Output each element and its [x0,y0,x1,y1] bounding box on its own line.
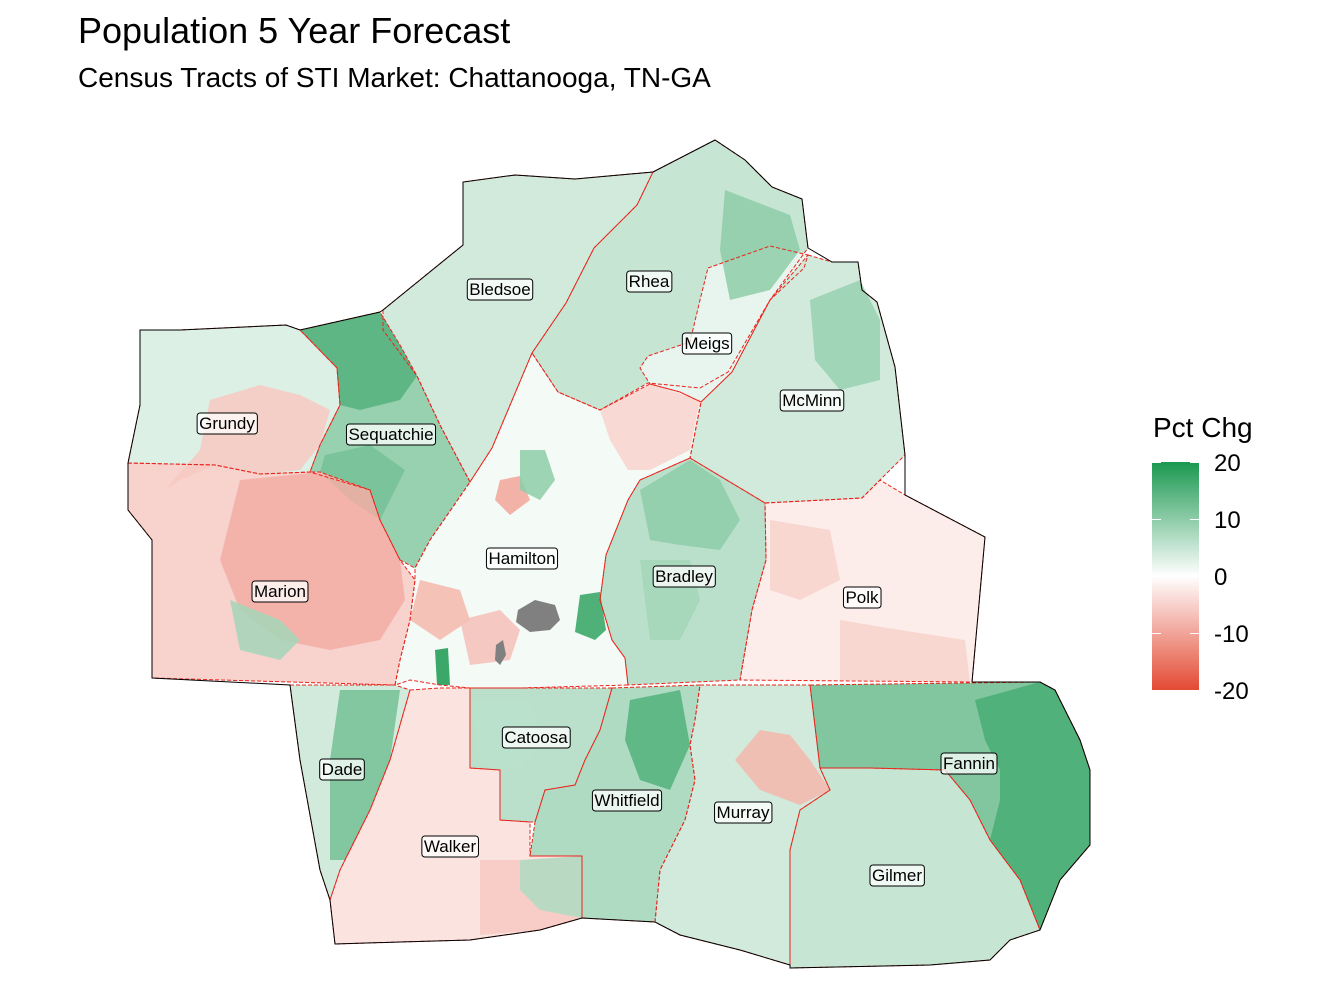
county-label-box [779,389,845,412]
county-label-polk: Polk [842,586,882,609]
tract-patch [975,682,1090,930]
tract-patch [600,384,700,470]
county-label-text: Polk [845,588,879,607]
legend-tick-label: -10 [1214,621,1249,648]
county-label-text: Sequatchie [348,425,433,444]
county-label-murray: Murray [714,801,773,824]
county-label-text: Marion [254,582,306,601]
county-polygon-bledsoe [383,172,653,482]
legend-tickmark [1190,519,1199,520]
tract-patch [770,520,840,600]
tract-patch [230,600,300,660]
county-label-bradley: Bradley [652,565,716,588]
tract-patch [300,312,417,410]
county-label-box [485,547,559,570]
county-label-text: Meigs [684,334,729,353]
county-label-box [940,752,998,775]
county-label-text: Dade [322,760,363,779]
tract-patch [625,690,690,790]
county-label-grundy: Grundy [196,412,258,435]
market-outline-path [127,139,1091,969]
county-label-box [714,801,773,824]
legend-tickmark [1152,462,1161,463]
tract-patch [735,730,830,805]
county-label-whitfield: Whitfield [591,789,663,812]
tract-details [165,190,1090,935]
county-label-text: Catoosa [504,728,568,747]
county-label-box [501,726,571,749]
tract-patch [435,648,450,685]
county-label-text: Gilmer [872,866,922,885]
county-border-hamilton [394,351,702,689]
county-label-text: Grundy [199,414,255,433]
tract-patch [575,592,606,640]
tract-patch [520,450,555,500]
chart-subtitle: Census Tracts of STI Market: Chattanooga… [78,62,711,93]
county-label-text: McMinn [782,391,842,410]
county-label-text: Murray [717,803,770,822]
legend-tickmark [1190,462,1199,463]
tract-patch [320,445,405,520]
legend-tickmark [1152,519,1161,520]
tract-patch [520,856,582,918]
county-label-box [681,332,733,355]
legend-tickmark [1190,576,1199,577]
county-label-sequatchie: Sequatchie [345,423,437,446]
missing-data-tract [495,640,506,665]
county-label-text: Bledsoe [469,280,530,299]
county-label-text: Rhea [629,272,670,291]
county-label-mcminn: McMinn [779,389,845,412]
county-label-box [319,758,365,781]
legend-title: Pct Chg [1153,412,1253,443]
missing-data-tract [516,600,560,632]
legend-tick-label: 20 [1214,450,1241,477]
tract-patch [840,620,970,682]
market-outline [127,139,1091,969]
tract-patch [720,190,800,300]
county-label-box [626,270,673,293]
county-label-bledsoe: Bledsoe [466,278,534,301]
county-label-fannin: Fannin [940,752,998,775]
county-label-meigs: Meigs [681,332,733,355]
legend-tickmark [1190,633,1199,634]
chart-title: Population 5 Year Forecast [78,10,511,51]
county-label-text: Fannin [943,754,995,773]
tract-patch [810,280,880,390]
county-label-hamilton: Hamilton [485,547,559,570]
county-label-box [869,864,925,887]
county-label-box [591,789,663,812]
county-label-box [251,580,309,603]
tract-patch [165,385,330,490]
tract-patch [220,472,405,650]
legend-tickmark [1190,690,1199,691]
tract-patch [330,690,400,860]
county-label-text: Walker [424,837,477,856]
county-label-box [345,423,437,446]
legend-tick-label: 0 [1214,564,1228,591]
county-label-box [466,278,534,301]
legend-tick-label: 10 [1214,507,1241,534]
county-label-box [842,586,882,609]
county-label-box [196,412,258,435]
legend-tick-label: -20 [1214,678,1249,705]
legend-tickmark [1152,690,1161,691]
county-label-catoosa: Catoosa [501,726,571,749]
county-label-rhea: Rhea [626,270,673,293]
legend-tickmark [1152,576,1161,577]
county-labels: Bledsoe Rhea Meigs McMinn Grundy Sequatchie Ma… [196,270,998,887]
county-label-dade: Dade [319,758,365,781]
county-border-rhea [531,139,809,411]
county-label-text: Hamilton [488,549,555,568]
tract-patch [640,460,740,550]
county-label-walker: Walker [421,835,479,858]
legend-tickmark [1152,633,1161,634]
county-label-text: Bradley [655,567,713,586]
county-label-box [421,835,479,858]
county-label-marion: Marion [251,580,309,603]
county-label-box [652,565,716,588]
tract-patch [410,580,470,640]
county-label-gilmer: Gilmer [869,864,925,887]
county-label-text: Whitfield [594,791,659,810]
